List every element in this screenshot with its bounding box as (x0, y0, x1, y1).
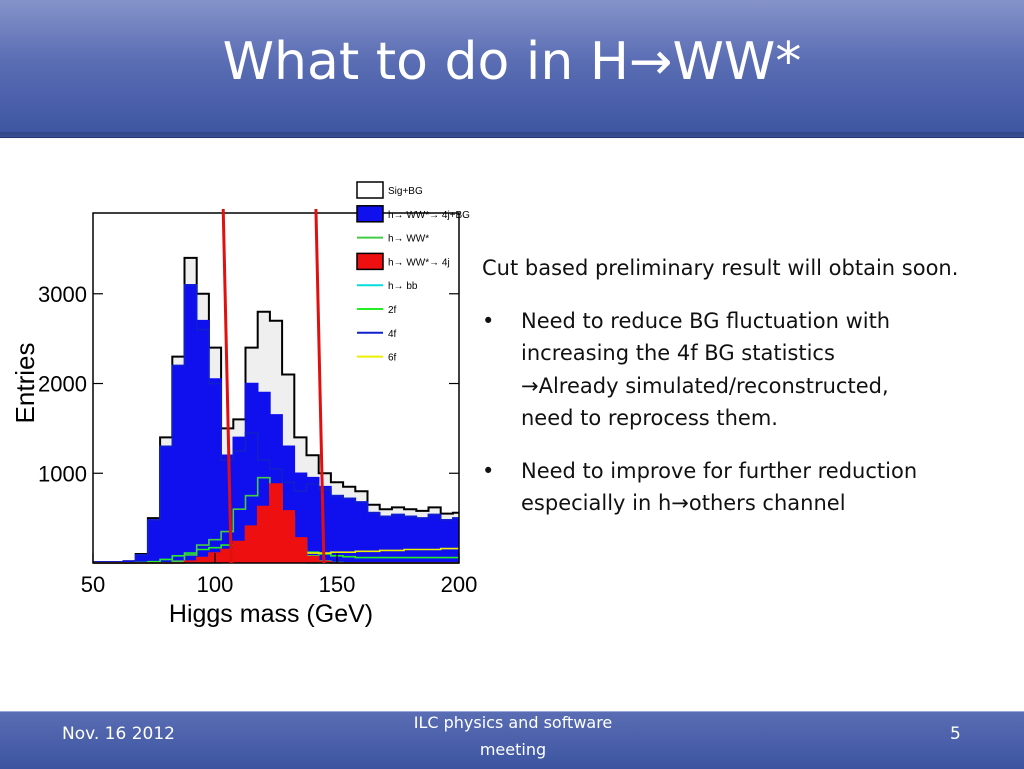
legend-label: h→ bb (388, 281, 418, 292)
slide-title: What to do in H→WW* (0, 36, 1024, 88)
title-shadow (0, 132, 1024, 140)
x-tick-label: 200 (441, 572, 478, 597)
legend-label: h→ WW*→ 4j (388, 257, 450, 268)
bullet-dot-icon: • (482, 458, 495, 483)
x-tick-label: 100 (197, 572, 234, 597)
y-axis-label: Entries (10, 343, 40, 424)
y-tick-label: 3000 (38, 282, 87, 307)
cut-line (221, 208, 233, 564)
bullet-dot-icon: • (482, 308, 495, 333)
arrow-icon: → (671, 491, 689, 516)
bullet-1-line-3: →Already simulated/reconstructed, (521, 370, 1022, 403)
legend-label: 6f (388, 353, 397, 364)
footer-event: ILC physics and software meeting (413, 713, 613, 759)
spacer (482, 435, 1022, 455)
bullet-1-line-2: increasing the 4f BG statistics (521, 341, 835, 366)
bullet-2-line-2: especially in h→others channel (521, 487, 1022, 520)
page-number: 5 (950, 724, 961, 744)
legend-swatch (356, 205, 384, 223)
histogram-chart: 50 100 150 200 1000 2000 3000 Higgs mass (GeV) E… (0, 170, 490, 640)
footer-bar (0, 711, 1024, 769)
legend-label: h→ WW* (388, 234, 429, 245)
legend-swatch (356, 181, 384, 199)
y-tick-label: 1000 (38, 461, 87, 486)
cut-line (314, 208, 326, 564)
bullet-item-2: • Need to improve for further reduction … (482, 455, 1022, 520)
histogram-svg: 50 100 150 200 1000 2000 3000 Higgs mass (GeV) E… (10, 181, 478, 628)
bullet-2-line-1: Need to improve for further reduction (521, 458, 918, 483)
y-tick-label: 2000 (38, 372, 87, 397)
bullet-item-1: • Need to reduce BG fluctuation with inc… (482, 305, 1022, 435)
title-suffix: WW* (672, 32, 802, 92)
series-line (93, 284, 459, 564)
legend-label: 2f (388, 305, 397, 316)
plot-frame (92, 212, 460, 564)
bullet-text: Cut based preliminary result will obtain… (482, 252, 1022, 520)
series-fill (93, 484, 459, 563)
title-bar (0, 0, 1024, 138)
footer-date: Nov. 16 2012 (62, 724, 175, 744)
title-prefix: What to do in H (222, 32, 629, 92)
x-tick-label: 50 (81, 572, 105, 597)
legend-swatch (356, 252, 384, 271)
title-arrow-icon: → (628, 32, 673, 92)
bullet-1-line-1: Need to reduce BG fluctuation with (521, 308, 891, 333)
spacer (482, 285, 1022, 305)
intro-line: Cut based preliminary result will obtain… (482, 256, 959, 280)
x-axis-label: Higgs mass (GeV) (169, 600, 373, 628)
bullet-1-line-4: need to reprocess them. (521, 406, 778, 431)
bullet-2-line-2-suffix: others channel (688, 491, 846, 516)
bullet-1-line-3-text: Already simulated/reconstructed, (538, 373, 889, 398)
arrow-icon: → (521, 373, 539, 398)
bullet-2-line-2-prefix: especially in h (521, 491, 672, 516)
x-tick-label: 150 (319, 572, 356, 597)
legend-label: Sig+BG (388, 186, 423, 197)
legend-label: h→ WW*→ 4j+BG (388, 210, 470, 221)
legend-label: 4f (388, 329, 397, 340)
